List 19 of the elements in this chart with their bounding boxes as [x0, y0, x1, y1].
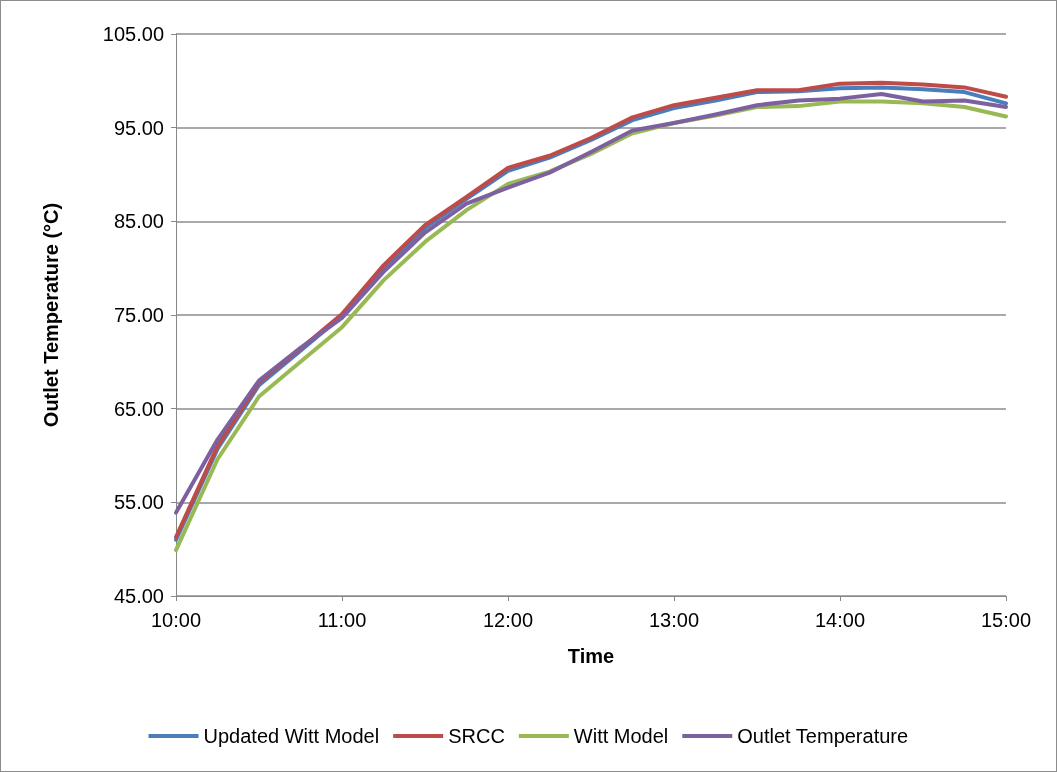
legend-label: Witt Model: [573, 725, 669, 747]
y-tick-label: 105.00: [102, 23, 164, 45]
y-tick-label: 75.00: [113, 304, 164, 326]
x-tick-label: 10:00: [150, 609, 202, 631]
legend-label: Outlet Temperature: [737, 725, 909, 747]
x-axis-title: Time: [567, 645, 615, 667]
legend-label: SRCC: [448, 725, 505, 747]
y-tick-label: 65.00: [113, 397, 164, 420]
x-tick-label: 12:00: [482, 609, 534, 631]
x-tick-label: 13:00: [648, 609, 700, 631]
y-axis-title: Outlet Temperature (°C): [40, 202, 62, 428]
y-tick-label: 55.00: [113, 491, 164, 514]
y-tick-label: 95.00: [113, 116, 164, 139]
y-tick-label: 45.00: [113, 585, 164, 607]
x-tick-label: 14:00: [814, 609, 866, 631]
legend-label: Updated Witt Model: [203, 725, 380, 747]
x-tick-label: 15:00: [980, 609, 1032, 631]
y-tick-label: 85.00: [113, 210, 164, 233]
x-tick-label: 11:00: [317, 609, 367, 631]
